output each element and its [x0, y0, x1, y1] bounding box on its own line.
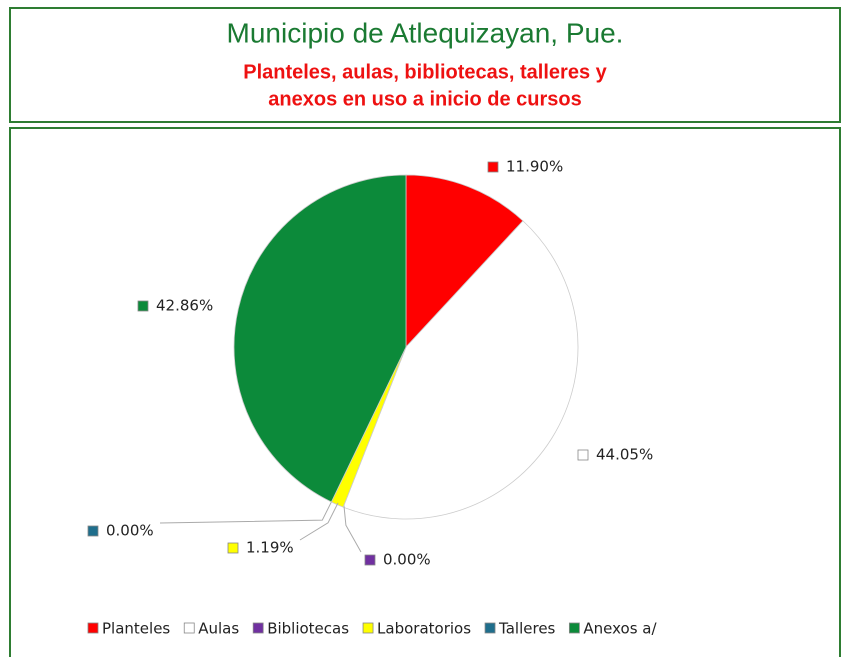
label-swatch: [577, 449, 589, 461]
leader-line: [343, 505, 362, 553]
legend-label: Talleres: [498, 620, 556, 638]
legend-swatch: [183, 622, 195, 634]
legend-label: Anexos a/: [583, 620, 657, 638]
chart-subtitle: anexos en uso a inicio de cursos: [268, 88, 581, 110]
data-label: 0.00%: [383, 551, 431, 569]
legend-label: Bibliotecas: [267, 620, 349, 638]
legend-swatch: [484, 622, 496, 634]
data-label: 42.86%: [156, 297, 213, 315]
legend-swatch: [87, 622, 99, 634]
legend-swatch: [568, 622, 580, 634]
data-label: 44.05%: [596, 446, 653, 464]
label-swatch: [87, 525, 99, 537]
leader-line: [159, 499, 333, 524]
legend-label: Laboratorios: [377, 620, 471, 638]
title-box: [9, 7, 841, 123]
legend-label: Aulas: [198, 620, 239, 638]
legend-label: Planteles: [102, 620, 170, 638]
chart-subtitle: Planteles, aulas, bibliotecas, talleres …: [243, 61, 607, 83]
chart-title: Municipio de Atlequizayan, Pue.: [227, 17, 624, 48]
pie-slice: [405, 174, 524, 349]
legend-swatch: [362, 622, 374, 634]
label-swatch: [227, 542, 239, 554]
pie-slice: [233, 174, 407, 503]
label-swatch: [487, 161, 499, 173]
legend-swatch: [252, 622, 264, 634]
data-label: 1.19%: [246, 539, 294, 557]
data-label: 0.00%: [106, 522, 154, 540]
data-label: 11.90%: [506, 158, 563, 176]
label-swatch: [137, 300, 149, 312]
leader-line: [299, 502, 339, 541]
pie-slice: [342, 220, 579, 520]
label-swatch: [364, 554, 376, 566]
